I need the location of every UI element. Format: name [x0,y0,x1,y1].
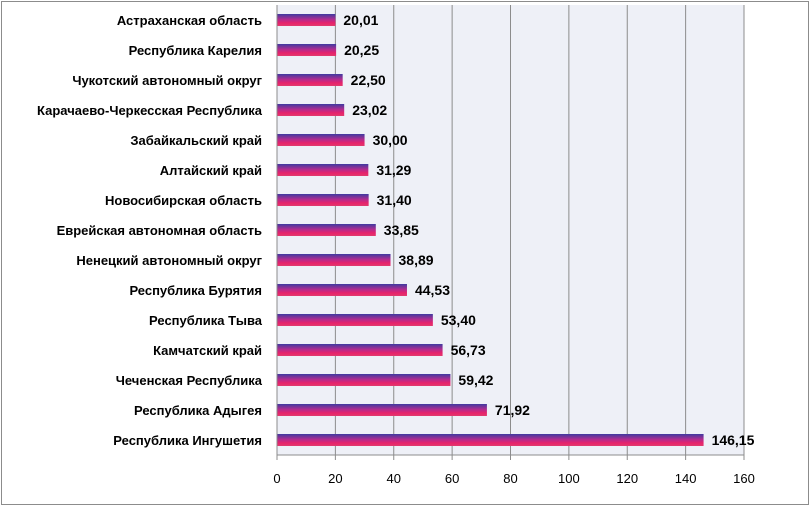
data-label: 33,85 [384,222,419,238]
bar [277,374,451,386]
bar [277,74,343,86]
bar [277,284,407,296]
x-tick-label: 140 [675,471,697,486]
x-tick-label: 20 [328,471,342,486]
category-label: Республика Тыва [149,313,263,328]
category-label: Чукотский автономный округ [72,73,262,88]
bar [277,14,336,26]
data-label: 56,73 [451,342,486,358]
bar [277,404,487,416]
bar [277,134,365,146]
bar [277,44,337,56]
data-label: 20,01 [343,12,378,28]
data-label: 71,92 [495,402,530,418]
x-axis-ticks: 0 20 40 60 80 100 120 140 160 [273,5,755,486]
category-label: Забайкальский край [130,133,262,148]
bar [277,434,704,446]
x-tick-label: 80 [503,471,517,486]
data-labels: 20,01 20,25 22,50 23,02 30,00 31,29 31,40 33,85… [343,12,754,448]
x-tick-label: 40 [387,471,401,486]
category-labels: Астраханская область Республика Карелия Чу… [37,13,263,448]
bar [277,224,376,236]
bar [277,344,443,356]
bar [277,104,345,116]
gridlines [334,5,745,455]
data-label: 30,00 [373,132,408,148]
bar [277,194,369,206]
x-tick-label: 60 [445,471,459,486]
data-label: 38,89 [399,252,434,268]
bar [277,314,433,326]
category-label: Республика Адыгея [134,403,262,418]
category-label: Новосибирская область [105,193,262,208]
bar [277,254,391,266]
category-label: Ненецкий автономный округ [76,253,262,268]
category-label: Республика Бурятия [129,283,262,298]
category-label: Республика Карелия [129,43,262,58]
data-label: 44,53 [415,282,450,298]
data-label: 31,29 [376,162,411,178]
data-label: 146,15 [712,432,755,448]
category-label: Чеченская Республика [116,373,263,388]
category-label: Астраханская область [117,13,262,28]
data-label: 31,40 [377,192,412,208]
bars [277,14,704,446]
data-label: 23,02 [352,102,387,118]
data-label: 22,50 [351,72,386,88]
category-label: Еврейская автономная область [57,223,262,238]
data-label: 53,40 [441,312,476,328]
bar [277,164,369,176]
data-label: 20,25 [344,42,379,58]
x-tick-label: 100 [558,471,580,486]
category-label: Алтайский край [160,163,262,178]
x-tick-label: 160 [733,471,755,486]
category-label: Республика Ингушетия [113,433,262,448]
category-label: Карачаево-Черкесская Республика [37,103,263,118]
x-tick-label: 0 [273,471,280,486]
x-tick-label: 120 [616,471,638,486]
category-label: Камчатский край [153,343,262,358]
data-label: 59,42 [458,372,493,388]
